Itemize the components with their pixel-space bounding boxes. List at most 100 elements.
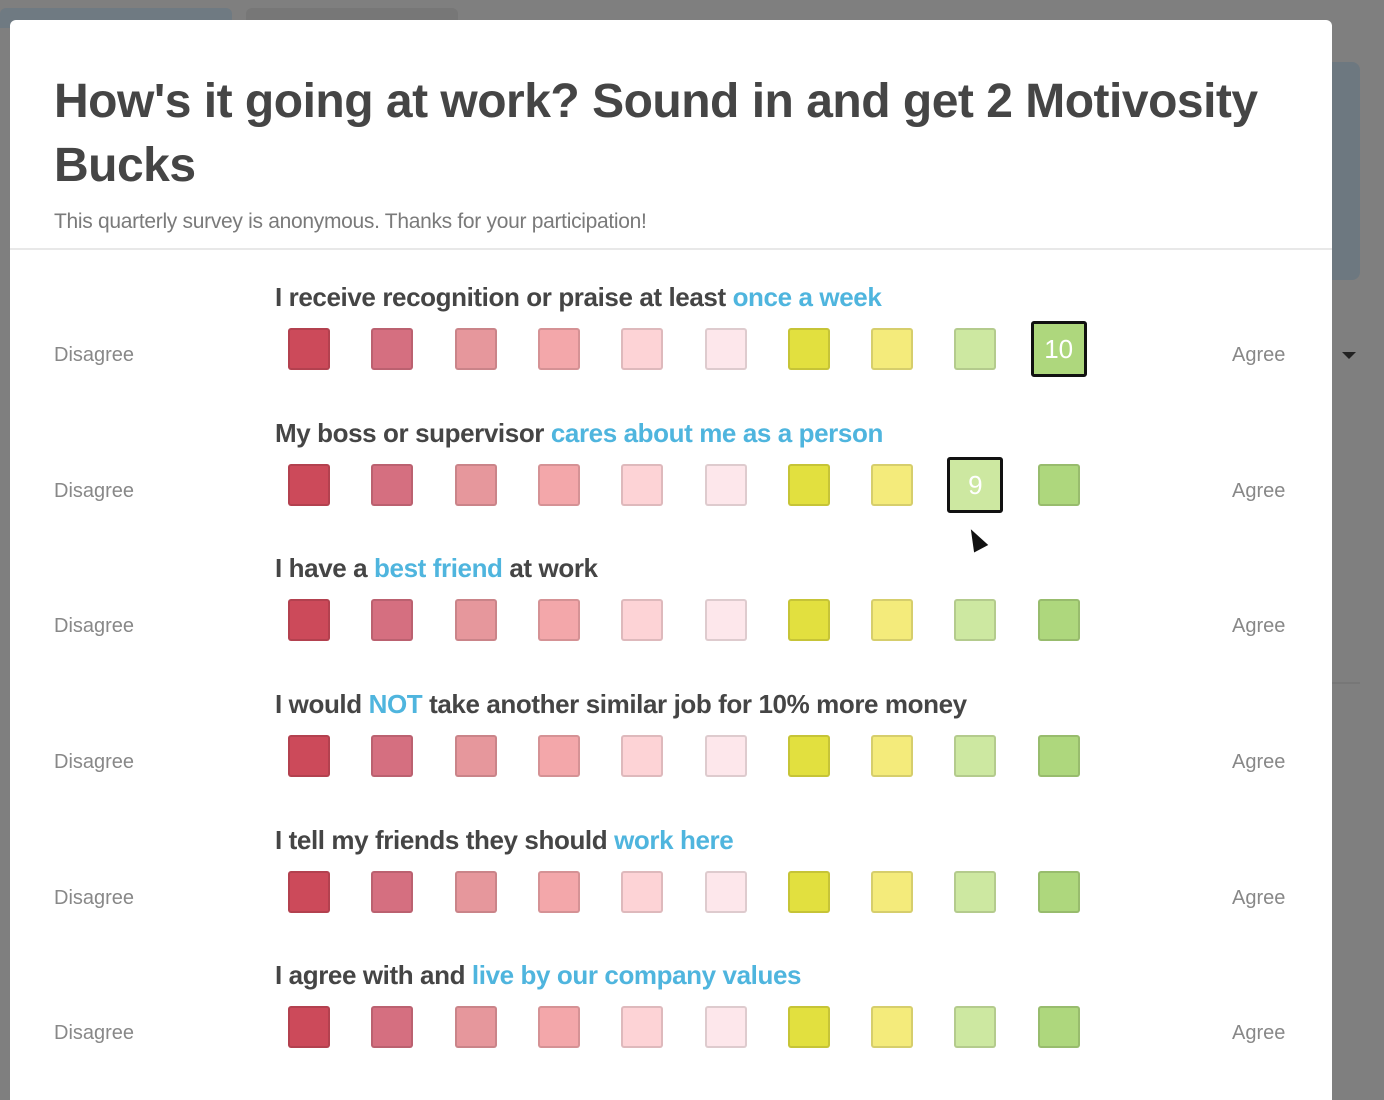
rating-option-1[interactable] (288, 1006, 330, 1048)
survey-question: I agree with and live by our company val… (10, 960, 1332, 1098)
question-text: I would NOT take another similar job for… (275, 689, 967, 720)
rating-option-selected[interactable]: 10 (1030, 321, 1087, 377)
rating-option-9[interactable] (954, 328, 997, 370)
rating-option-6[interactable] (704, 735, 747, 777)
rating-option-1[interactable] (288, 328, 330, 370)
agree-label: Agree (1232, 615, 1286, 637)
question-prefix: I receive recognition or praise at least (275, 282, 733, 312)
question-prefix: I would (275, 689, 369, 719)
rating-scale (288, 599, 1108, 659)
survey-question: I receive recognition or praise at least… (10, 282, 1332, 420)
rating-option-10[interactable] (1037, 735, 1080, 777)
question-text: My boss or supervisor cares about me as … (275, 418, 883, 449)
rating-option-1[interactable] (288, 599, 330, 641)
rating-option-4[interactable] (537, 1006, 580, 1048)
rating-option-10[interactable] (1037, 464, 1080, 506)
rating-option-3[interactable] (454, 464, 497, 506)
rating-option-2[interactable] (371, 735, 414, 777)
survey-question: I tell my friends they should work here D… (10, 825, 1332, 963)
agree-label: Agree (1232, 887, 1286, 909)
survey-question: My boss or supervisor cares about me as … (10, 418, 1332, 556)
rating-option-4[interactable] (537, 599, 580, 641)
disagree-label: Disagree (54, 344, 135, 366)
rating-scale: 10 (288, 321, 1108, 388)
rating-option-10[interactable] (1037, 599, 1080, 641)
rating-option-7[interactable] (787, 599, 830, 641)
rating-option-8[interactable] (871, 871, 914, 913)
disagree-label: Disagree (54, 615, 135, 637)
rating-option-1[interactable] (288, 735, 330, 777)
rating-option-2[interactable] (371, 464, 414, 506)
question-prefix: I have a (275, 553, 375, 583)
question-suffix: at work (502, 553, 598, 583)
disagree-label: Disagree (54, 751, 135, 773)
disagree-label: Disagree (54, 1022, 135, 1044)
rating-scale (288, 1006, 1108, 1066)
rating-option-5[interactable] (621, 599, 664, 641)
rating-option-4[interactable] (537, 871, 580, 913)
rating-option-4[interactable] (537, 328, 580, 370)
question-highlight: once a week (732, 282, 882, 312)
rating-option-7[interactable] (787, 1006, 830, 1048)
rating-option-5[interactable] (621, 871, 664, 913)
question-highlight: NOT (368, 689, 423, 719)
rating-option-1[interactable] (288, 871, 330, 913)
question-highlight: cares about me as a person (550, 418, 883, 448)
survey-title: How's it going at work? Sound in and get… (54, 75, 1258, 192)
survey-question: I have a best friend at work Disagree Agre… (10, 553, 1332, 691)
rating-option-3[interactable] (454, 1006, 497, 1048)
rating-option-7[interactable] (787, 871, 830, 913)
agree-label: Agree (1232, 1022, 1286, 1044)
rating-scale (288, 871, 1108, 931)
rating-option-2[interactable] (371, 599, 414, 641)
question-text: I receive recognition or praise at least… (275, 282, 882, 313)
rating-option-4[interactable] (537, 464, 580, 506)
rating-scale (288, 735, 1108, 795)
question-text: I agree with and live by our company val… (275, 960, 802, 991)
rating-option-3[interactable] (454, 735, 497, 777)
rating-option-6[interactable] (704, 871, 747, 913)
disagree-label: Disagree (54, 887, 135, 909)
rating-option-2[interactable] (371, 1006, 414, 1048)
rating-option-9[interactable] (954, 871, 997, 913)
agree-label: Agree (1232, 480, 1286, 502)
rating-scale: 9 (288, 457, 1108, 524)
question-text: I tell my friends they should work here (275, 825, 734, 856)
question-text: I have a best friend at work (275, 553, 598, 584)
rating-option-3[interactable] (454, 328, 497, 370)
modal-header: How's it going at work? Sound in and get… (10, 20, 1332, 250)
rating-option-1[interactable] (288, 464, 330, 506)
rating-option-6[interactable] (704, 464, 747, 506)
rating-option-7[interactable] (787, 328, 830, 370)
rating-option-3[interactable] (454, 599, 497, 641)
rating-option-6[interactable] (704, 599, 747, 641)
rating-option-5[interactable] (621, 328, 664, 370)
rating-option-6[interactable] (704, 328, 747, 370)
question-prefix: I agree with and (275, 960, 472, 990)
rating-option-7[interactable] (787, 735, 830, 777)
rating-option-5[interactable] (621, 1006, 664, 1048)
rating-option-selected[interactable]: 9 (947, 457, 1004, 513)
rating-option-5[interactable] (621, 464, 664, 506)
dropdown-caret-icon (1342, 352, 1356, 359)
rating-option-8[interactable] (871, 1006, 914, 1048)
rating-option-7[interactable] (787, 464, 830, 506)
survey-modal: How's it going at work? Sound in and get… (10, 20, 1332, 1100)
rating-option-9[interactable] (954, 735, 997, 777)
question-suffix: take another similar job for 10% more mo… (422, 689, 967, 719)
rating-option-8[interactable] (871, 599, 914, 641)
rating-option-10[interactable] (1037, 1006, 1080, 1048)
rating-option-8[interactable] (871, 328, 914, 370)
rating-option-8[interactable] (871, 464, 914, 506)
rating-option-9[interactable] (954, 1006, 997, 1048)
rating-option-8[interactable] (871, 735, 914, 777)
rating-option-2[interactable] (371, 871, 414, 913)
rating-option-5[interactable] (621, 735, 664, 777)
rating-option-10[interactable] (1037, 871, 1080, 913)
rating-option-2[interactable] (371, 328, 414, 370)
rating-option-4[interactable] (537, 735, 580, 777)
rating-option-6[interactable] (704, 1006, 747, 1048)
agree-label: Agree (1232, 344, 1286, 366)
rating-option-9[interactable] (954, 599, 997, 641)
rating-option-3[interactable] (454, 871, 497, 913)
